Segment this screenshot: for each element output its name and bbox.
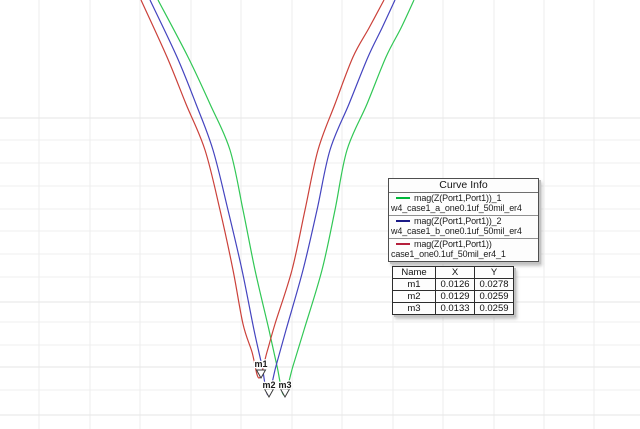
legend-entry-line1: mag(Z(Port1,Port1))_1: [391, 193, 536, 204]
marker-cell: 0.0129: [435, 290, 475, 303]
marker-triangle-m1[interactable]: [255, 369, 267, 380]
marker-table-header: Name X Y: [392, 266, 514, 279]
legend-entries: mag(Z(Port1,Port1))_1 w4_case1_a_one0.1uf…: [389, 193, 538, 261]
marker-cell: 0.0259: [474, 302, 514, 315]
legend-entry-trace-3[interactable]: mag(Z(Port1,Port1)) case1_one0.1uf_50mil_…: [389, 239, 538, 261]
legend-entry-line1: mag(Z(Port1,Port1)): [391, 239, 536, 250]
marker-row-m3: m3 0.0133 0.0259: [392, 302, 514, 315]
curve-trace-3[interactable]: [140, 0, 385, 379]
series-color-swatch: [396, 220, 410, 222]
marker-cell: m1: [392, 278, 436, 291]
marker-label-m1[interactable]: m1: [253, 358, 269, 371]
series-sweep: w4_case1_b_one0.1uf_50mil_er4: [391, 225, 522, 236]
marker-triangle-m3[interactable]: [279, 388, 291, 399]
series-name: mag(Z(Port1,Port1))_2: [414, 216, 502, 226]
marker-table-col-name: Name: [392, 266, 436, 279]
marker-table[interactable]: Name X Y m1 0.0126 0.0278 m2 0.0129 0.0259 m3 0.0…: [392, 266, 514, 315]
legend-title: Curve Info: [389, 179, 538, 193]
marker-table-col-x: X: [435, 266, 475, 279]
series-sweep: case1_one0.1uf_50mil_er4_1: [391, 248, 506, 259]
marker-label-m2[interactable]: m2: [261, 379, 277, 392]
marker-cell: 0.0259: [474, 290, 514, 303]
series-name: mag(Z(Port1,Port1))_1: [414, 193, 502, 203]
marker-cell: 0.0133: [435, 302, 475, 315]
curve-info-legend[interactable]: Curve Info mag(Z(Port1,Port1))_1 w4_case1…: [388, 178, 539, 262]
series-color-swatch: [396, 197, 410, 199]
marker-table-header-row: Name X Y: [392, 266, 514, 279]
marker-cell: m2: [392, 290, 436, 303]
marker-triangle-m2[interactable]: [263, 388, 275, 399]
marker-row-m1: m1 0.0126 0.0278: [392, 278, 514, 291]
marker-row-m2: m2 0.0129 0.0259: [392, 290, 514, 303]
legend-entry-trace-1[interactable]: mag(Z(Port1,Port1))_1 w4_case1_a_one0.1uf…: [389, 193, 538, 216]
curve-trace-2[interactable]: [149, 0, 396, 396]
marker-cell: 0.0126: [435, 278, 475, 291]
marker-table-col-y: Y: [474, 266, 514, 279]
series-color-swatch: [396, 243, 410, 245]
marker-table-body: m1 0.0126 0.0278 m2 0.0129 0.0259 m3 0.0133 0.02…: [392, 278, 514, 315]
curve-trace-1[interactable]: [157, 0, 415, 396]
legend-entry-line1: mag(Z(Port1,Port1))_2: [391, 216, 536, 227]
series-sweep: w4_case1_a_one0.1uf_50mil_er4: [391, 202, 522, 213]
series-name: mag(Z(Port1,Port1)): [414, 239, 492, 249]
marker-cell: 0.0278: [474, 278, 514, 291]
legend-entry-trace-2[interactable]: mag(Z(Port1,Port1))_2 w4_case1_b_one0.1uf…: [389, 216, 538, 239]
marker-cell: m3: [392, 302, 436, 315]
marker-label-m3[interactable]: m3: [277, 379, 293, 392]
